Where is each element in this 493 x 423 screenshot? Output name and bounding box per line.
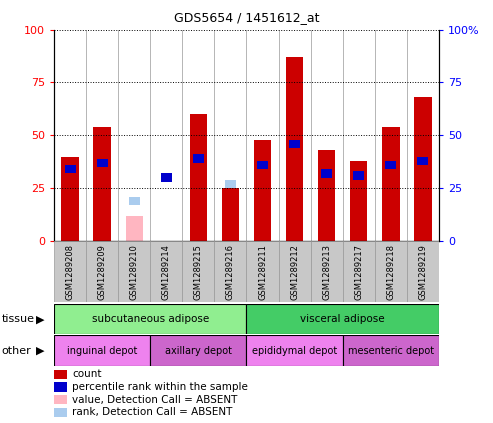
Bar [222, 188, 239, 241]
Bar [321, 169, 332, 178]
Text: GSM1289211: GSM1289211 [258, 244, 267, 300]
Text: subcutaneous adipose: subcutaneous adipose [92, 314, 209, 324]
Text: GDS5654 / 1451612_at: GDS5654 / 1451612_at [174, 11, 319, 24]
Text: GSM1289214: GSM1289214 [162, 244, 171, 300]
Text: rank, Detection Call = ABSENT: rank, Detection Call = ABSENT [72, 407, 233, 418]
Text: visceral adipose: visceral adipose [300, 314, 385, 324]
Bar [318, 150, 335, 241]
Bar [126, 216, 143, 241]
Bar [86, 241, 118, 302]
Bar [150, 241, 182, 302]
Bar [118, 241, 150, 302]
Bar [54, 304, 246, 334]
Text: GSM1289212: GSM1289212 [290, 244, 299, 300]
Text: GSM1289210: GSM1289210 [130, 244, 139, 300]
Bar [214, 241, 246, 302]
Bar [150, 335, 246, 366]
Bar [161, 173, 172, 182]
Text: count: count [72, 369, 102, 379]
Bar [62, 157, 79, 241]
Text: GSM1289219: GSM1289219 [418, 244, 427, 300]
Bar [254, 140, 271, 241]
Text: GSM1289217: GSM1289217 [354, 244, 363, 300]
Bar [382, 127, 399, 241]
Bar [279, 241, 311, 302]
Text: axillary depot: axillary depot [165, 346, 232, 356]
Text: epididymal depot: epididymal depot [252, 346, 337, 356]
Bar [350, 161, 367, 241]
Bar [407, 241, 439, 302]
Bar [225, 180, 236, 188]
Bar [343, 241, 375, 302]
Text: ▶: ▶ [35, 346, 44, 356]
Bar [414, 97, 431, 241]
Text: GSM1289209: GSM1289209 [98, 244, 107, 300]
Bar [343, 335, 439, 366]
Bar [246, 304, 439, 334]
Bar [129, 197, 140, 205]
Bar [190, 114, 207, 241]
Bar [97, 159, 108, 167]
Text: mesenteric depot: mesenteric depot [348, 346, 434, 356]
Bar [246, 335, 343, 366]
Bar [289, 140, 300, 148]
Bar [286, 57, 303, 241]
Text: GSM1289215: GSM1289215 [194, 244, 203, 300]
Text: inguinal depot: inguinal depot [67, 346, 138, 356]
Bar [54, 335, 150, 366]
Bar [375, 241, 407, 302]
Bar [54, 241, 86, 302]
Bar [311, 241, 343, 302]
Bar [353, 171, 364, 180]
Bar [257, 161, 268, 169]
Bar [94, 127, 111, 241]
Text: percentile rank within the sample: percentile rank within the sample [72, 382, 248, 392]
Bar [385, 161, 396, 169]
Bar [246, 241, 279, 302]
Text: other: other [1, 346, 31, 356]
Bar [417, 157, 428, 165]
Text: GSM1289208: GSM1289208 [66, 244, 75, 300]
Text: value, Detection Call = ABSENT: value, Detection Call = ABSENT [72, 395, 238, 405]
Bar [182, 241, 214, 302]
Text: GSM1289218: GSM1289218 [386, 244, 395, 300]
Text: tissue: tissue [1, 314, 35, 324]
Text: GSM1289213: GSM1289213 [322, 244, 331, 300]
Text: ▶: ▶ [35, 314, 44, 324]
Text: GSM1289216: GSM1289216 [226, 244, 235, 300]
Bar [193, 154, 204, 163]
Bar [65, 165, 76, 173]
